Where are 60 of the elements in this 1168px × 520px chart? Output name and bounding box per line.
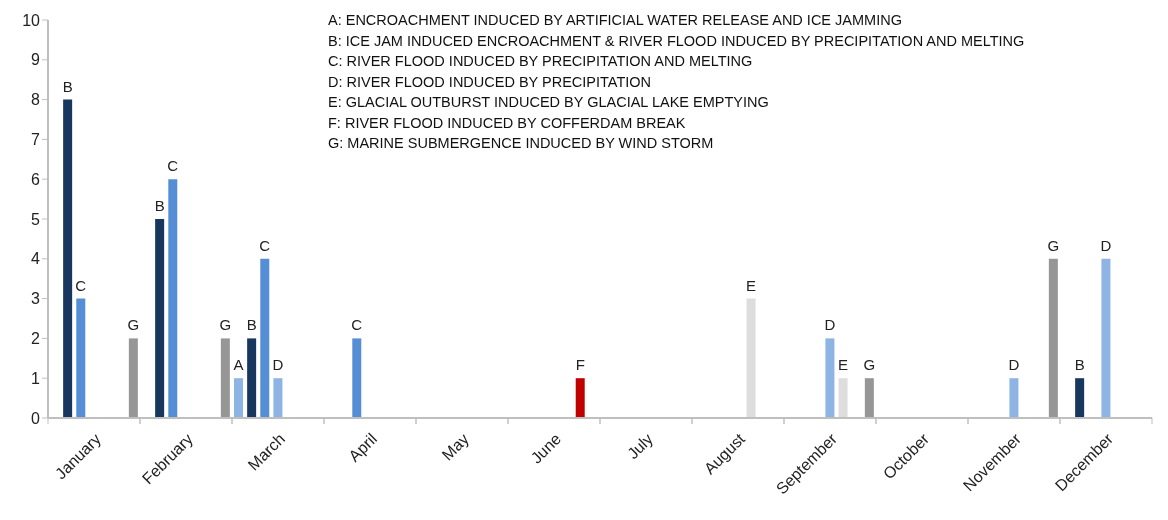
bar [838, 378, 848, 418]
annotation: B: ICE JAM INDUCED ENCROACHMENT & RIVER FLOOD INDUCED BY PRECIPITATION AND MELTING [328, 31, 1025, 51]
text: B [246, 316, 257, 334]
bar [168, 179, 178, 418]
text: C [167, 157, 179, 175]
series-label: A [233, 356, 244, 374]
text: C [351, 316, 363, 334]
text: G [219, 316, 232, 334]
bar [63, 99, 73, 418]
series-label: F [575, 356, 585, 374]
text: C [75, 276, 87, 294]
series-label: E [746, 276, 757, 294]
y-tick-label: 7 [31, 131, 41, 149]
bar [352, 338, 362, 418]
y-tick-label: 10 [22, 11, 41, 29]
y-tick-label: 1 [31, 369, 41, 387]
y-tick-label: 9 [31, 51, 41, 69]
x-tick-label: July [623, 430, 657, 463]
annotation: E: GLACIAL OUTBURST INDUCED BY GLACIAL LAKE EMPTYING [328, 93, 770, 112]
text: D [1008, 356, 1020, 374]
bar [575, 378, 585, 418]
y-tick-label: 2 [31, 330, 41, 348]
series-label: G [127, 316, 140, 334]
y-tick-label: 4 [31, 250, 41, 268]
bar [273, 378, 283, 418]
bar [1009, 378, 1019, 418]
bar [234, 378, 243, 418]
bar [1075, 378, 1085, 418]
text: G [863, 356, 876, 374]
bar [864, 378, 874, 418]
text: D [824, 316, 836, 334]
bar [76, 298, 86, 418]
series-label: D [1100, 236, 1112, 254]
annotation: C: RIVER FLOOD INDUCED BY PRECIPITATION AND MELTING [328, 52, 754, 71]
bar [247, 338, 257, 418]
y-tick-label: 8 [31, 91, 41, 109]
text: B [1074, 356, 1085, 374]
text: B [154, 197, 165, 214]
annotation: F: RIVER FLOOD INDUCED BY COFFERDAM BREAK [328, 113, 687, 133]
series-label: C [259, 236, 271, 254]
bar [1101, 258, 1111, 418]
bar [746, 298, 756, 418]
text: D [272, 356, 284, 374]
text: E [838, 356, 849, 374]
annotation: G: MARINE SUBMERGENCE INDUCED BY WIND STORM [328, 134, 715, 153]
x-tick-label: May [438, 430, 473, 464]
y-tick-label: 3 [31, 290, 41, 308]
y-tick-label: 5 [31, 210, 41, 228]
series-label: B [62, 77, 73, 95]
annotation: D: RIVER FLOOD INDUCED BY PRECIPITATION [328, 72, 653, 92]
annotation: A: ENCROACHMENT INDUCED BY ARTIFICIAL WATER RELEASE AND ICE JAMMING [328, 11, 903, 30]
bar [220, 338, 230, 418]
y-tick-label: 6 [31, 170, 41, 188]
bar [155, 219, 165, 418]
bar [128, 338, 138, 418]
text: G [1047, 236, 1060, 254]
bar [260, 258, 270, 418]
bar [1048, 258, 1058, 418]
bar [825, 338, 835, 418]
y-tick-label: 0 [31, 409, 41, 427]
